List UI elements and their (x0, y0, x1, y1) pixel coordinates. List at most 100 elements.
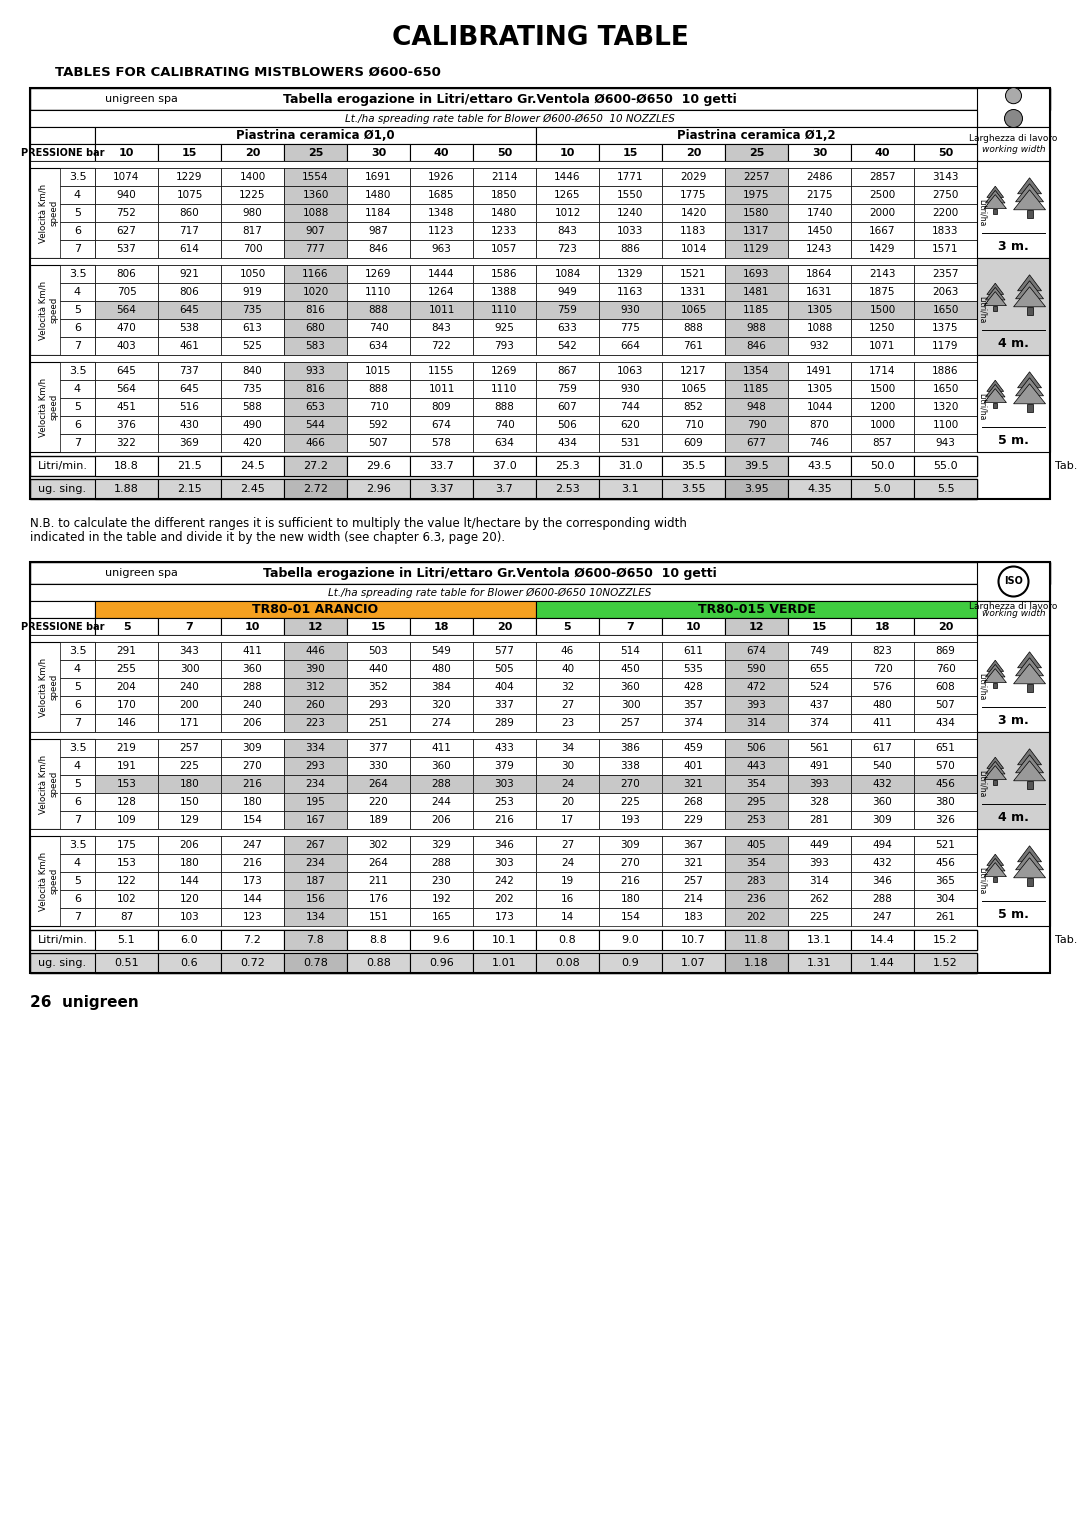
Bar (95, 186, 158, 205)
Bar (662, 380, 725, 397)
Text: 1163: 1163 (618, 287, 644, 296)
Text: 191: 191 (117, 761, 136, 772)
Text: 13.1: 13.1 (807, 935, 832, 944)
Text: 664: 664 (621, 341, 640, 351)
Text: 614: 614 (179, 244, 200, 254)
Text: 775: 775 (621, 322, 640, 333)
Text: 1886: 1886 (932, 367, 959, 376)
Bar (851, 714, 914, 732)
Bar (725, 283, 788, 301)
Text: 37.0: 37.0 (492, 461, 517, 471)
Bar (410, 455, 473, 477)
Bar (30, 258, 977, 264)
Text: 173: 173 (243, 876, 262, 886)
Text: 1354: 1354 (743, 367, 770, 376)
Polygon shape (985, 287, 1005, 299)
Text: 613: 613 (243, 322, 262, 333)
Text: 288: 288 (873, 894, 892, 905)
Bar (158, 416, 221, 434)
Bar (60, 397, 95, 416)
Bar (158, 889, 221, 908)
Text: 303: 303 (495, 859, 514, 868)
Text: 7: 7 (626, 622, 634, 631)
Text: 537: 537 (117, 244, 136, 254)
Bar (221, 642, 284, 660)
Text: 5: 5 (123, 622, 131, 631)
Bar (599, 380, 662, 397)
Bar (284, 240, 347, 258)
Text: 244: 244 (432, 798, 451, 807)
Bar (914, 264, 977, 283)
Text: 570: 570 (935, 761, 956, 772)
Bar (347, 953, 410, 973)
Text: Piastrina ceramica Ø1,2: Piastrina ceramica Ø1,2 (677, 128, 836, 142)
Bar (473, 714, 536, 732)
Text: 3.1: 3.1 (622, 484, 639, 494)
Bar (851, 397, 914, 416)
Text: 206: 206 (243, 718, 262, 727)
Bar (599, 222, 662, 240)
Bar (221, 416, 284, 434)
Text: 18: 18 (875, 622, 890, 631)
Text: 153: 153 (117, 779, 136, 788)
Bar (914, 380, 977, 397)
Bar (95, 144, 158, 160)
Bar (599, 854, 662, 872)
Text: 627: 627 (117, 226, 136, 235)
Bar (788, 756, 851, 775)
Text: 749: 749 (810, 646, 829, 656)
Text: Larghezza di lavoro: Larghezza di lavoro (970, 602, 1057, 611)
Bar (662, 756, 725, 775)
Bar (95, 434, 158, 452)
Bar (725, 478, 788, 500)
Bar (788, 908, 851, 926)
Bar (536, 775, 599, 793)
Polygon shape (1013, 384, 1045, 403)
Text: 15: 15 (623, 148, 638, 157)
Bar (536, 205, 599, 222)
Bar (914, 205, 977, 222)
Text: 4: 4 (73, 384, 81, 394)
Text: 180: 180 (179, 779, 200, 788)
Bar (95, 714, 158, 732)
Bar (977, 89, 1050, 127)
Bar (410, 434, 473, 452)
Text: 1011: 1011 (429, 384, 455, 394)
Bar (95, 617, 158, 636)
Text: 1420: 1420 (680, 208, 706, 219)
Text: 171: 171 (179, 718, 200, 727)
Bar (158, 678, 221, 695)
Text: 1110: 1110 (491, 306, 517, 315)
Text: TABLES FOR CALIBRATING MISTBLOWERS Ø600-650: TABLES FOR CALIBRATING MISTBLOWERS Ø600-… (55, 66, 441, 78)
Text: TR80-01 ARANCIO: TR80-01 ARANCIO (253, 604, 379, 616)
Text: 870: 870 (810, 420, 829, 429)
Text: 1265: 1265 (554, 189, 581, 200)
Text: 20: 20 (497, 622, 512, 631)
Bar (221, 775, 284, 793)
Text: 360: 360 (243, 665, 262, 674)
Bar (158, 642, 221, 660)
Text: 165: 165 (432, 912, 451, 921)
Bar (599, 186, 662, 205)
Text: working width: working width (982, 145, 1045, 154)
Bar (95, 455, 158, 477)
Bar (788, 362, 851, 380)
Bar (30, 601, 95, 617)
Text: 1229: 1229 (176, 173, 203, 182)
Bar (95, 953, 158, 973)
Text: 645: 645 (179, 306, 200, 315)
Text: 503: 503 (368, 646, 389, 656)
Bar (221, 854, 284, 872)
Text: 134: 134 (306, 912, 325, 921)
Bar (95, 756, 158, 775)
Bar (788, 931, 851, 950)
Text: 1650: 1650 (932, 306, 959, 315)
Text: Litri/ha: Litri/ha (977, 199, 986, 226)
Text: 888: 888 (684, 322, 703, 333)
Text: 0.96: 0.96 (429, 958, 454, 969)
Bar (30, 953, 977, 973)
Text: 1.07: 1.07 (681, 958, 706, 969)
Bar (599, 301, 662, 319)
Bar (473, 455, 536, 477)
Polygon shape (1015, 851, 1043, 869)
